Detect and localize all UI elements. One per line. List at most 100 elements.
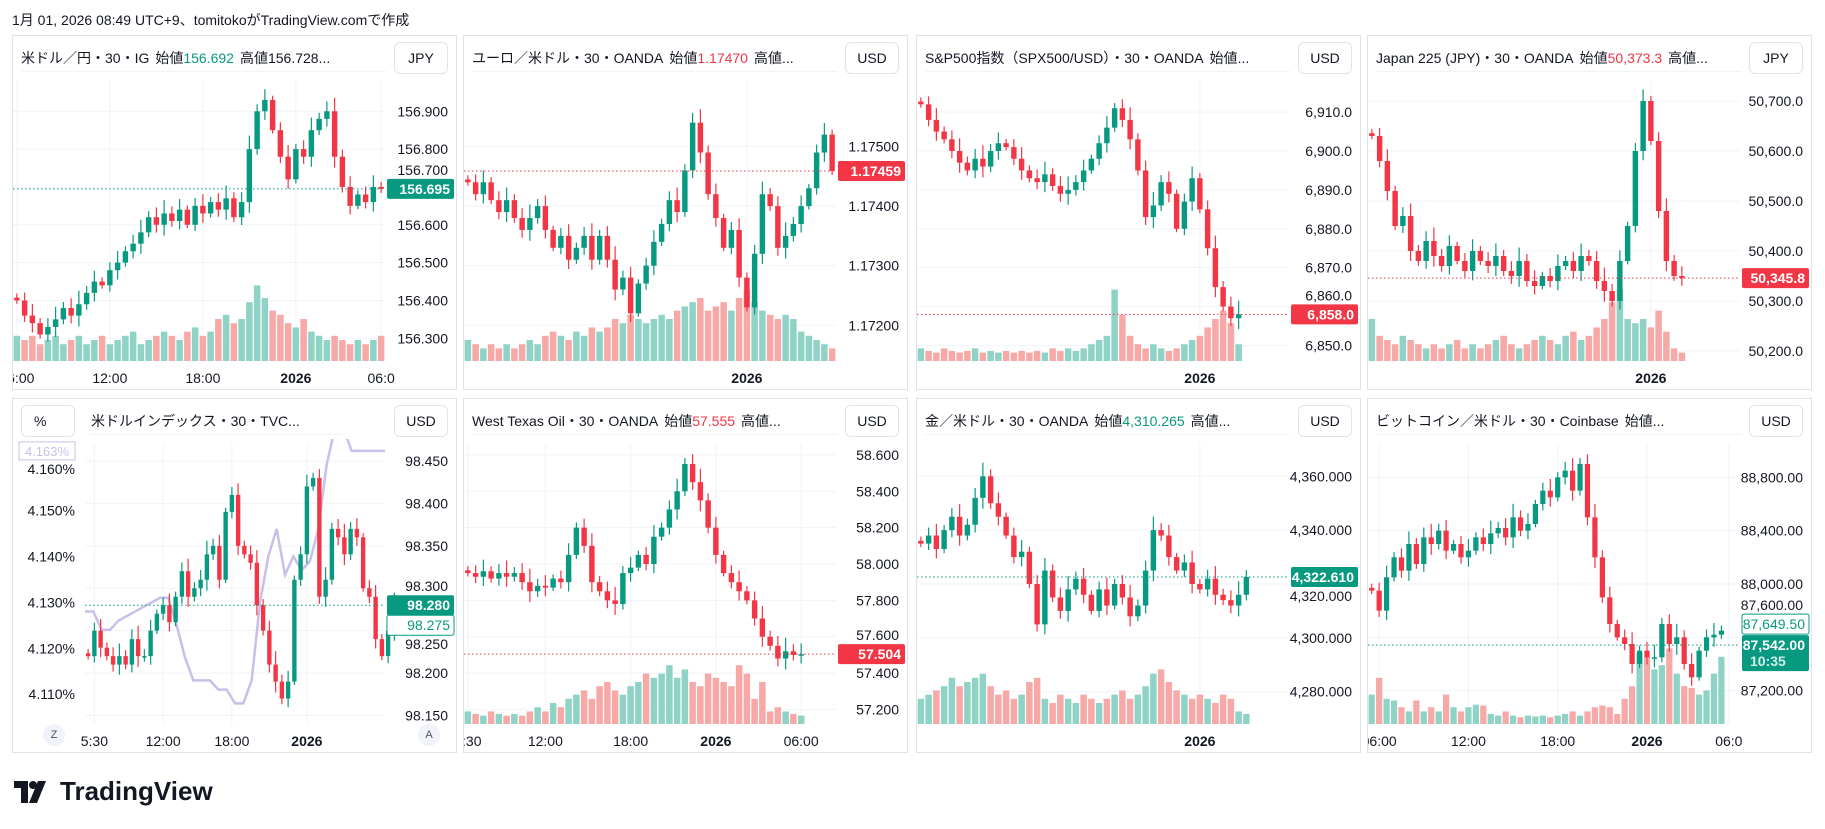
volume-bar (1639, 319, 1647, 361)
volume-bar (627, 686, 634, 724)
candle (1150, 516, 1157, 582)
candle (167, 593, 172, 632)
currency-button[interactable]: USD (1749, 405, 1803, 437)
currency-button[interactable]: USD (845, 42, 899, 74)
candle (298, 546, 303, 587)
chart-panel[interactable]: West Texas Oil・30・OANDA 始値57.555 高値... USD 5… (463, 398, 908, 753)
symbol-legend[interactable]: Japan 225 (JPY)・30・OANDA 始値50,373.3 高値... (1376, 44, 1741, 72)
candle (1659, 617, 1665, 663)
candle (1158, 523, 1164, 542)
volume-bar (1508, 344, 1515, 361)
volume-bar (948, 677, 956, 724)
symbol-legend[interactable]: West Texas Oil・30・OANDA 始値57.555 高値... (472, 407, 837, 435)
volume-bar (1026, 352, 1033, 361)
volume-bar (1119, 314, 1126, 361)
candle (279, 674, 285, 705)
volume-bar (956, 352, 963, 361)
volume-bar (1435, 711, 1442, 724)
volume-bar (720, 302, 727, 361)
volume-bar (1500, 335, 1507, 361)
volume-bar (1212, 319, 1219, 361)
price-tick-label: 57.600 (856, 627, 899, 643)
chart-panel[interactable]: ビットコイン／米ドル・30・Coinbase 始値... USD 87,200.00 8… (1367, 398, 1812, 753)
candle (45, 318, 51, 342)
price-chart[interactable]: 87,200.00 87,600.00 88,000.00 88,400.00 88,8… (1368, 439, 1811, 754)
percent-scale-button[interactable]: % (21, 405, 75, 437)
volume-bar (759, 682, 766, 724)
auto-scale-button[interactable]: A (418, 724, 440, 746)
volume-bar (1390, 700, 1398, 724)
chart-panel[interactable]: 金／米ドル・30・OANDA 始値4,310.265 高値... USD 4,280.0… (916, 398, 1361, 753)
candle (1555, 254, 1561, 291)
candle (643, 546, 649, 571)
currency-button[interactable]: USD (1298, 405, 1352, 437)
price-chart[interactable]: 50,200.0 50,300.0 50,400.0 50,500.0 50,600.0… (1368, 76, 1811, 391)
volume-bar (1405, 711, 1413, 724)
candle (1189, 550, 1195, 594)
candle (1446, 235, 1453, 275)
candle (1524, 254, 1530, 287)
currency-button[interactable]: JPY (394, 42, 448, 74)
candle (1510, 503, 1516, 549)
volume-bar (1142, 686, 1149, 724)
candle (223, 185, 229, 220)
volume-bar (1119, 690, 1126, 724)
zoom-button[interactable]: Z (43, 724, 65, 746)
candle (829, 129, 835, 176)
candle (1703, 629, 1710, 658)
candle (1197, 578, 1203, 594)
candle (511, 567, 518, 582)
candle (1104, 577, 1110, 615)
symbol-legend[interactable]: S&P500指数（SPX500/USD）・30・OANDA 始値... (925, 44, 1290, 72)
candle (1648, 95, 1654, 146)
volume-bar (292, 327, 300, 361)
price-chart[interactable]: 6,850.0 6,860.0 6,870.0 6,880.0 6,890.0 6,900… (917, 76, 1360, 391)
chart-panel[interactable]: 米ドル／円・30・IG 始値156.692 高値156.728... JPY 156.3… (12, 35, 457, 390)
volume-bar (1710, 673, 1718, 724)
chart-panel[interactable]: Japan 225 (JPY)・30・OANDA 始値50,373.3 高値... J… (1367, 35, 1812, 390)
chart-panel[interactable]: ユーロ／米ドル・30・OANDA 始値1.17470 高値... USD 1.17200… (463, 35, 908, 390)
volume-bar (1647, 327, 1655, 361)
candle (1119, 99, 1126, 127)
open-label: 始値 (155, 50, 184, 66)
symbol-legend[interactable]: 米ドルインデックス・30・TVC... (91, 407, 341, 435)
currency-button[interactable]: USD (394, 405, 448, 437)
volume-bar (83, 344, 90, 361)
candle (104, 642, 110, 661)
price-chart[interactable]: 98.150 98.200 98.250 98.300 98.350 98.400 98.4… (13, 439, 456, 754)
volume-bar (689, 302, 696, 361)
volume-bar (673, 677, 681, 724)
currency-button[interactable]: USD (845, 405, 899, 437)
candle (110, 647, 116, 672)
volume-bar (1134, 694, 1142, 724)
price-tick-label: 6,860.0 (1305, 287, 1352, 303)
volume-bar (619, 694, 627, 724)
price-chart[interactable]: 156.300 156.400 156.500 156.600 156.700 156.8… (13, 76, 456, 391)
price-chart[interactable]: 1.17200 1.17300 1.17400 1.17500 2026 1.17459 (464, 76, 907, 391)
volume-bar (1502, 711, 1509, 724)
volume-bar (580, 690, 588, 724)
chart-panel[interactable]: S&P500指数（SPX500/USD）・30・OANDA 始値... USD 6,8… (916, 35, 1361, 390)
currency-button[interactable]: USD (1298, 42, 1352, 74)
symbol-legend[interactable]: ビットコイン／米ドル・30・Coinbase 始値... (1376, 407, 1741, 435)
price-tick-label: 98.250 (405, 636, 448, 652)
price-chart[interactable]: 4,280.000 4,300.000 4,320.000 4,340.000 4,36… (917, 439, 1360, 754)
candle (759, 605, 766, 647)
price-chart[interactable]: 57.200 57.400 57.600 57.800 58.000 58.200 58.4… (464, 439, 907, 754)
chart-panel[interactable]: 米ドルインデックス・30・TVC... USD% 98.150 98.200 98.25… (12, 398, 457, 753)
candle (705, 145, 711, 200)
candle (192, 197, 198, 232)
volume-bar (1088, 698, 1095, 724)
symbol-legend[interactable]: ユーロ／米ドル・30・OANDA 始値1.17470 高値... (472, 44, 837, 72)
candle (1428, 523, 1434, 555)
symbol-legend[interactable]: 金／米ドル・30・OANDA 始値4,310.265 高値... (925, 407, 1290, 435)
symbol-title: 金／米ドル・30・OANDA (925, 413, 1089, 429)
candle (355, 190, 361, 210)
volume-bar (67, 340, 75, 361)
volume-bar (619, 323, 627, 361)
volume-bar (917, 698, 925, 724)
symbol-legend[interactable]: 米ドル／円・30・IG 始値156.692 高値156.728... (21, 44, 386, 72)
volume-bar (979, 673, 987, 724)
candle (76, 290, 82, 327)
currency-button[interactable]: JPY (1749, 42, 1803, 74)
